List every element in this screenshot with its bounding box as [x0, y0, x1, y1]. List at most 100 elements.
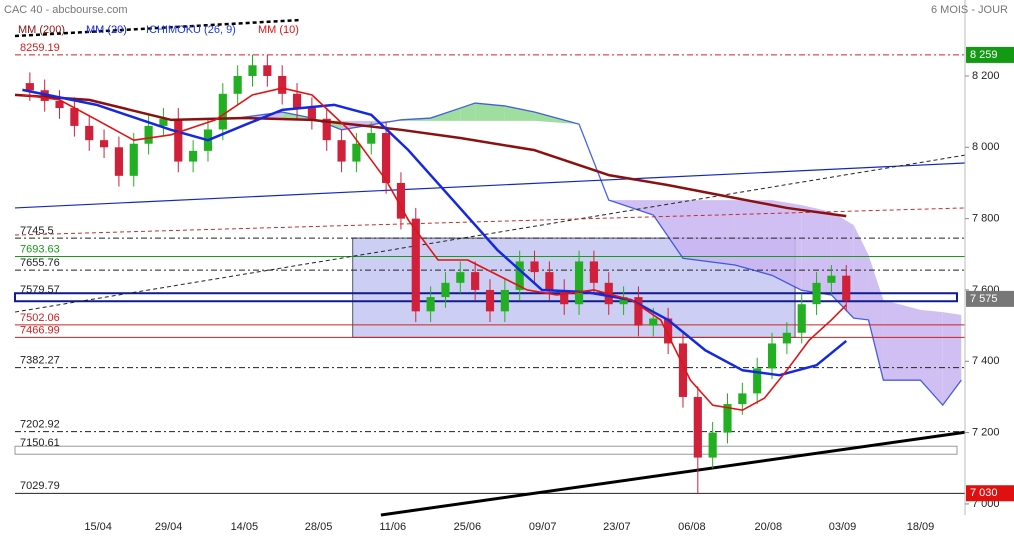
candle-body — [842, 275, 851, 301]
candle-body — [129, 143, 138, 176]
price-marker-label: 7 030 — [970, 487, 998, 499]
x-tick-label: 29/04 — [155, 521, 183, 533]
candle-body — [70, 108, 79, 126]
cloud-segment — [801, 205, 832, 295]
candle-body — [337, 140, 346, 162]
price-marker-label: 7 575 — [970, 293, 998, 305]
candle-body — [589, 261, 598, 283]
candle-body — [634, 297, 643, 326]
level-label: 8259.19 — [20, 42, 60, 54]
level-label: 7579.57 — [20, 284, 60, 296]
candle-body — [738, 393, 747, 405]
candle-body — [382, 133, 391, 183]
candle-body — [471, 272, 480, 290]
cloud-segment — [883, 299, 921, 381]
candle-body — [159, 118, 168, 126]
moving-average — [22, 87, 847, 411]
cloud-segment — [772, 200, 802, 291]
price-marker — [966, 46, 1014, 63]
trendline — [14, 207, 966, 236]
candle-body — [708, 432, 717, 458]
candle-body — [55, 100, 64, 109]
y-tick-label: 7 400 — [972, 355, 1000, 367]
candle-body — [574, 261, 584, 305]
candle-body — [174, 118, 183, 162]
candle-body — [753, 368, 762, 394]
trendline — [14, 18, 301, 38]
candle-body — [545, 272, 554, 290]
y-tick-label: 8 200 — [972, 70, 1000, 82]
candle-body — [619, 297, 628, 305]
cloud-segment — [682, 200, 735, 265]
candle-body — [396, 182, 406, 219]
level-band — [14, 445, 958, 455]
candle-body — [515, 261, 524, 290]
price-marker — [966, 485, 1014, 502]
cloud-segment — [920, 309, 943, 406]
candle-body — [485, 289, 495, 312]
x-tick-label: 11/06 — [379, 521, 406, 533]
x-tick-label: 28/05 — [305, 521, 333, 533]
cloud-segment — [853, 225, 869, 320]
y-tick-label: 7 800 — [972, 213, 1000, 225]
level-label: 7466.99 — [20, 324, 60, 336]
cloud-segment — [868, 255, 884, 381]
candle-body — [25, 83, 34, 91]
chart-title: CAC 40 - abcbourse.com — [4, 4, 128, 16]
candle-body — [560, 289, 569, 305]
legend-entry: ICHIMOKU (26, 9) — [146, 24, 236, 36]
candle-body — [767, 343, 777, 369]
candle-body — [144, 125, 153, 144]
candle-body — [218, 93, 227, 130]
moving-average — [22, 88, 848, 377]
x-tick-label: 06/08 — [678, 521, 706, 533]
candle-body — [426, 297, 435, 312]
x-tick-label: 15/04 — [84, 521, 112, 533]
x-tick-label: 18/09 — [907, 521, 935, 533]
x-tick-label: 23/07 — [603, 521, 631, 533]
candle-body — [530, 261, 539, 273]
price-marker-label: 8 259 — [970, 49, 998, 61]
plot-area: 8259.197745.57693.637655.767579.577502.0… — [14, 0, 1014, 533]
candle-body — [678, 343, 688, 397]
candle-body — [827, 275, 836, 283]
candle-body — [441, 282, 450, 298]
candle-body — [99, 140, 109, 148]
cloud-segment — [504, 105, 535, 121]
candle-body — [114, 147, 123, 176]
trendline — [380, 430, 966, 517]
candle-body — [456, 272, 465, 283]
candle-body — [307, 108, 316, 119]
candle-body — [85, 125, 94, 141]
candle-body — [263, 65, 272, 76]
candle-body — [664, 318, 673, 344]
level-label: 7655.76 — [20, 257, 60, 269]
cloud-segment — [653, 200, 683, 259]
y-tick-label: 7 200 — [972, 427, 1000, 439]
candle-body — [352, 143, 361, 162]
candle-body — [233, 75, 242, 94]
level-label: 7502.06 — [20, 312, 60, 324]
x-tick-label: 03/09 — [829, 521, 857, 533]
cloud-segment — [942, 312, 962, 406]
level-label: 7382.27 — [20, 355, 60, 367]
candle-body — [411, 218, 420, 312]
candle-body — [322, 118, 331, 141]
level-label: 7202.92 — [20, 418, 60, 430]
level-label: 7693.63 — [20, 243, 60, 255]
legend-entry: MM (10) — [258, 24, 299, 36]
level-label: 7150.61 — [20, 437, 60, 449]
candle-body — [693, 396, 702, 458]
moving-average — [14, 93, 847, 218]
legend-entry: MM (200) — [18, 24, 65, 36]
level-label: 7029.79 — [20, 480, 60, 492]
y-tick-label: 8 000 — [972, 141, 1000, 153]
price-marker — [966, 290, 1014, 307]
chart-subtitle: 6 MOIS - JOUR — [931, 4, 1008, 16]
candle-body — [367, 133, 376, 144]
candle-body — [500, 289, 509, 312]
cloud-segment — [475, 103, 505, 121]
trendline — [14, 162, 966, 209]
candle-body — [248, 65, 257, 76]
